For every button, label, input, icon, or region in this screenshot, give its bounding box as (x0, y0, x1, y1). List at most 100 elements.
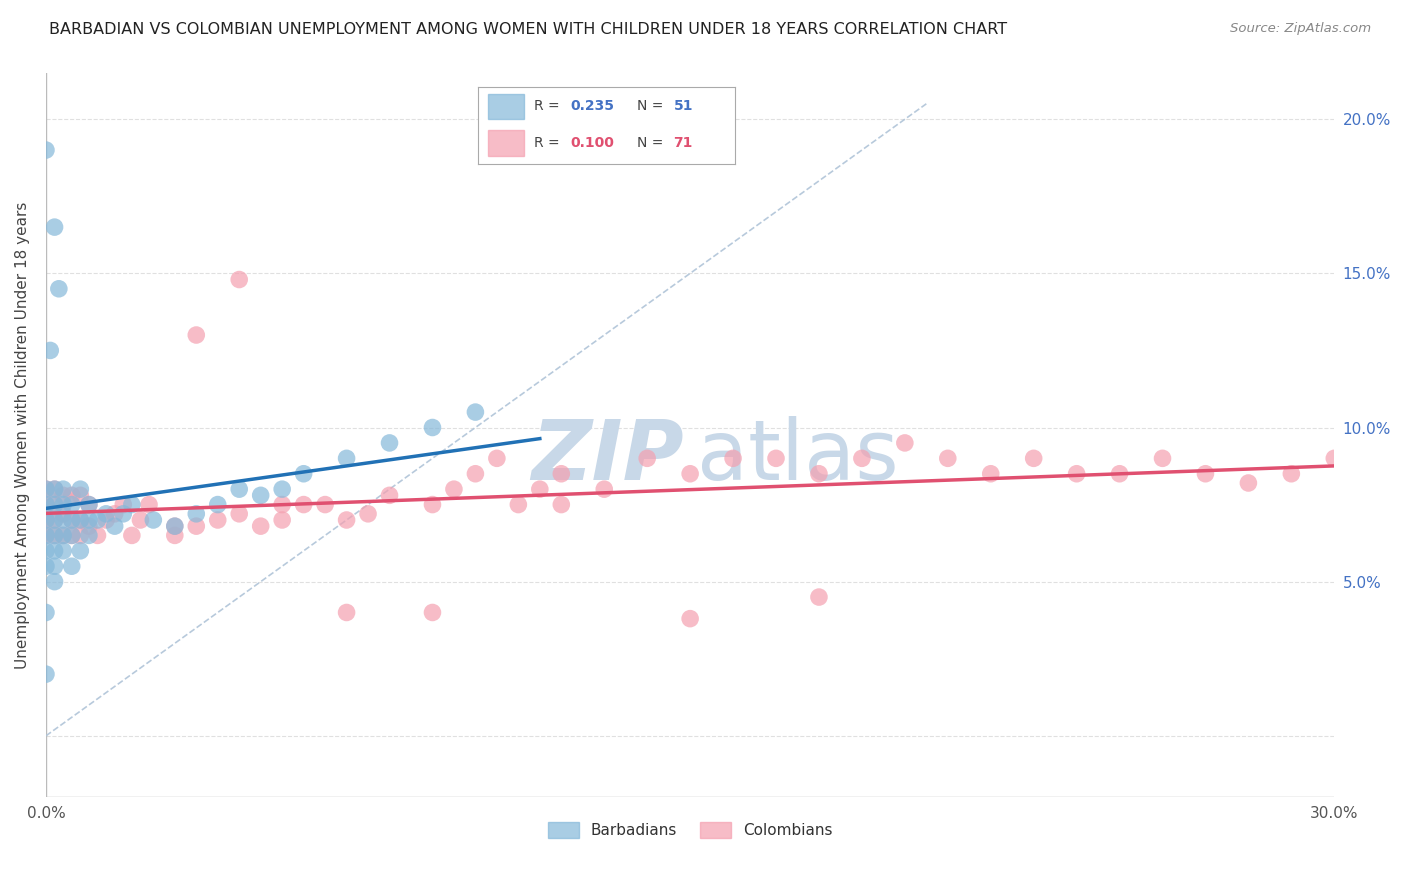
Point (485, 451, 508, 466)
Point (77, 498, 100, 512)
Point (69, 513, 91, 527)
Point (69, 544, 91, 558)
Point (60, 559, 83, 574)
Point (44, 559, 66, 574)
Point (69, 513, 91, 527)
Point (142, 513, 165, 527)
Point (44, 513, 66, 527)
Point (336, 451, 359, 466)
Point (35, 482, 58, 496)
Point (44, 482, 66, 496)
Point (422, 606, 444, 620)
Point (35, 544, 58, 558)
Point (35, 498, 58, 512)
Point (679, 612, 702, 626)
Point (422, 420, 444, 434)
Point (508, 498, 530, 512)
Point (35, 143, 58, 157)
Point (271, 498, 294, 512)
Point (44, 574, 66, 589)
Text: BARBADIAN VS COLOMBIAN UNEMPLOYMENT AMONG WOMEN WITH CHILDREN UNDER 18 YEARS COR: BARBADIAN VS COLOMBIAN UNEMPLOYMENT AMON… (49, 22, 1007, 37)
Point (936, 451, 959, 466)
Point (894, 436, 917, 450)
Point (60, 528, 83, 542)
Point (44, 528, 66, 542)
Point (77, 519, 100, 533)
Point (271, 513, 294, 527)
Text: atlas: atlas (696, 417, 898, 498)
Point (104, 507, 127, 521)
Legend: Barbadians, Colombians: Barbadians, Colombians (541, 816, 838, 844)
Point (94, 507, 117, 521)
Point (35, 667, 58, 681)
Point (60, 488, 83, 502)
Point (765, 451, 787, 466)
Point (86, 528, 108, 542)
Point (314, 498, 336, 512)
Point (529, 482, 551, 496)
Point (52, 482, 75, 496)
Point (44, 513, 66, 527)
Point (228, 482, 250, 496)
Point (186, 507, 208, 521)
Point (35, 528, 58, 542)
Point (60, 513, 83, 527)
Point (35, 513, 58, 527)
Point (138, 498, 160, 512)
Point (443, 482, 465, 496)
Point (52, 528, 75, 542)
Point (77, 528, 100, 542)
Point (52, 498, 75, 512)
Point (35, 528, 58, 542)
Point (112, 498, 135, 512)
Point (112, 507, 135, 521)
Point (249, 488, 271, 502)
Point (69, 528, 91, 542)
Point (69, 488, 91, 502)
Point (807, 467, 830, 481)
Point (464, 405, 486, 419)
Y-axis label: Unemployment Among Women with Children Under 18 years: Unemployment Among Women with Children U… (15, 202, 30, 669)
Point (35, 559, 58, 574)
Text: ZIP: ZIP (531, 417, 683, 498)
Point (422, 498, 444, 512)
Point (292, 467, 315, 481)
Point (228, 272, 250, 286)
Point (550, 498, 572, 512)
Point (357, 507, 380, 521)
Point (271, 482, 294, 496)
Point (851, 451, 873, 466)
Point (121, 528, 143, 542)
Point (464, 467, 486, 481)
Point (52, 507, 75, 521)
Point (207, 498, 229, 512)
Point (228, 507, 250, 521)
Point (1022, 451, 1045, 466)
Point (378, 488, 401, 502)
Point (980, 467, 1002, 481)
Point (44, 220, 66, 235)
Point (44, 482, 66, 496)
Text: Source: ZipAtlas.com: Source: ZipAtlas.com (1230, 22, 1371, 36)
Point (69, 482, 91, 496)
Point (593, 482, 616, 496)
Point (1108, 467, 1130, 481)
Point (35, 606, 58, 620)
Point (163, 519, 186, 533)
Point (679, 467, 702, 481)
Point (378, 436, 401, 450)
Point (1152, 451, 1174, 466)
Point (163, 519, 186, 533)
Point (249, 519, 271, 533)
Point (60, 498, 83, 512)
Point (77, 498, 100, 512)
Point (1066, 467, 1088, 481)
Point (52, 488, 75, 502)
Point (60, 528, 83, 542)
Point (1323, 451, 1346, 466)
Point (336, 513, 359, 527)
Point (52, 528, 75, 542)
Point (163, 528, 186, 542)
Point (292, 498, 315, 512)
Point (86, 513, 108, 527)
